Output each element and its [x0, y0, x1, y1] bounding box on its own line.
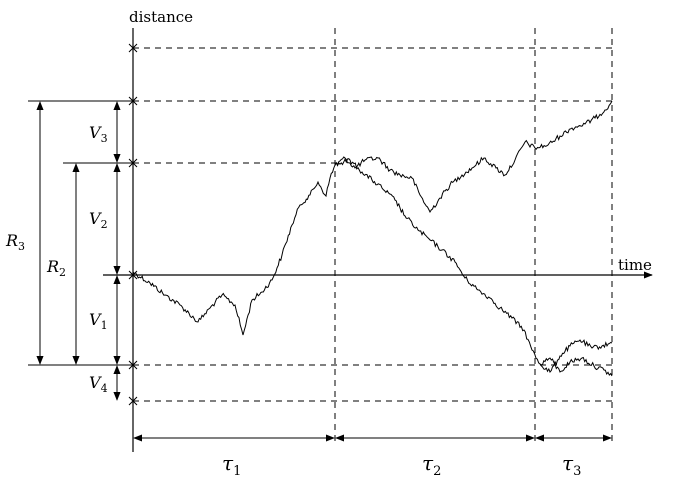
path-tail-b: [539, 356, 613, 377]
extension-lines: [28, 100, 133, 366]
cross-tick: [128, 396, 138, 406]
r2-label: R2: [46, 257, 66, 279]
distance-axis-label: distance: [129, 8, 193, 26]
dashed-levels: [133, 47, 612, 402]
v4-label: V4: [89, 373, 108, 395]
r3-label: R3: [5, 231, 25, 253]
path-lower-branch: [334, 158, 541, 365]
path-segment-1: [132, 164, 336, 336]
dimension-arrows: [36, 101, 121, 401]
tau1-label: τ1: [222, 451, 241, 479]
tau2-label: τ2: [422, 451, 441, 479]
tau3-label: τ3: [562, 451, 581, 479]
dashed-times: [334, 28, 613, 445]
v1-label: V1: [89, 310, 108, 332]
path-upper-branch: [334, 100, 613, 214]
time-axis-label: time: [618, 256, 652, 274]
random-paths: [132, 100, 613, 377]
path-tail-a: [539, 339, 613, 373]
v3-label: V3: [89, 123, 108, 145]
v2-label: V2: [89, 209, 108, 231]
cross-tick: [128, 43, 138, 53]
